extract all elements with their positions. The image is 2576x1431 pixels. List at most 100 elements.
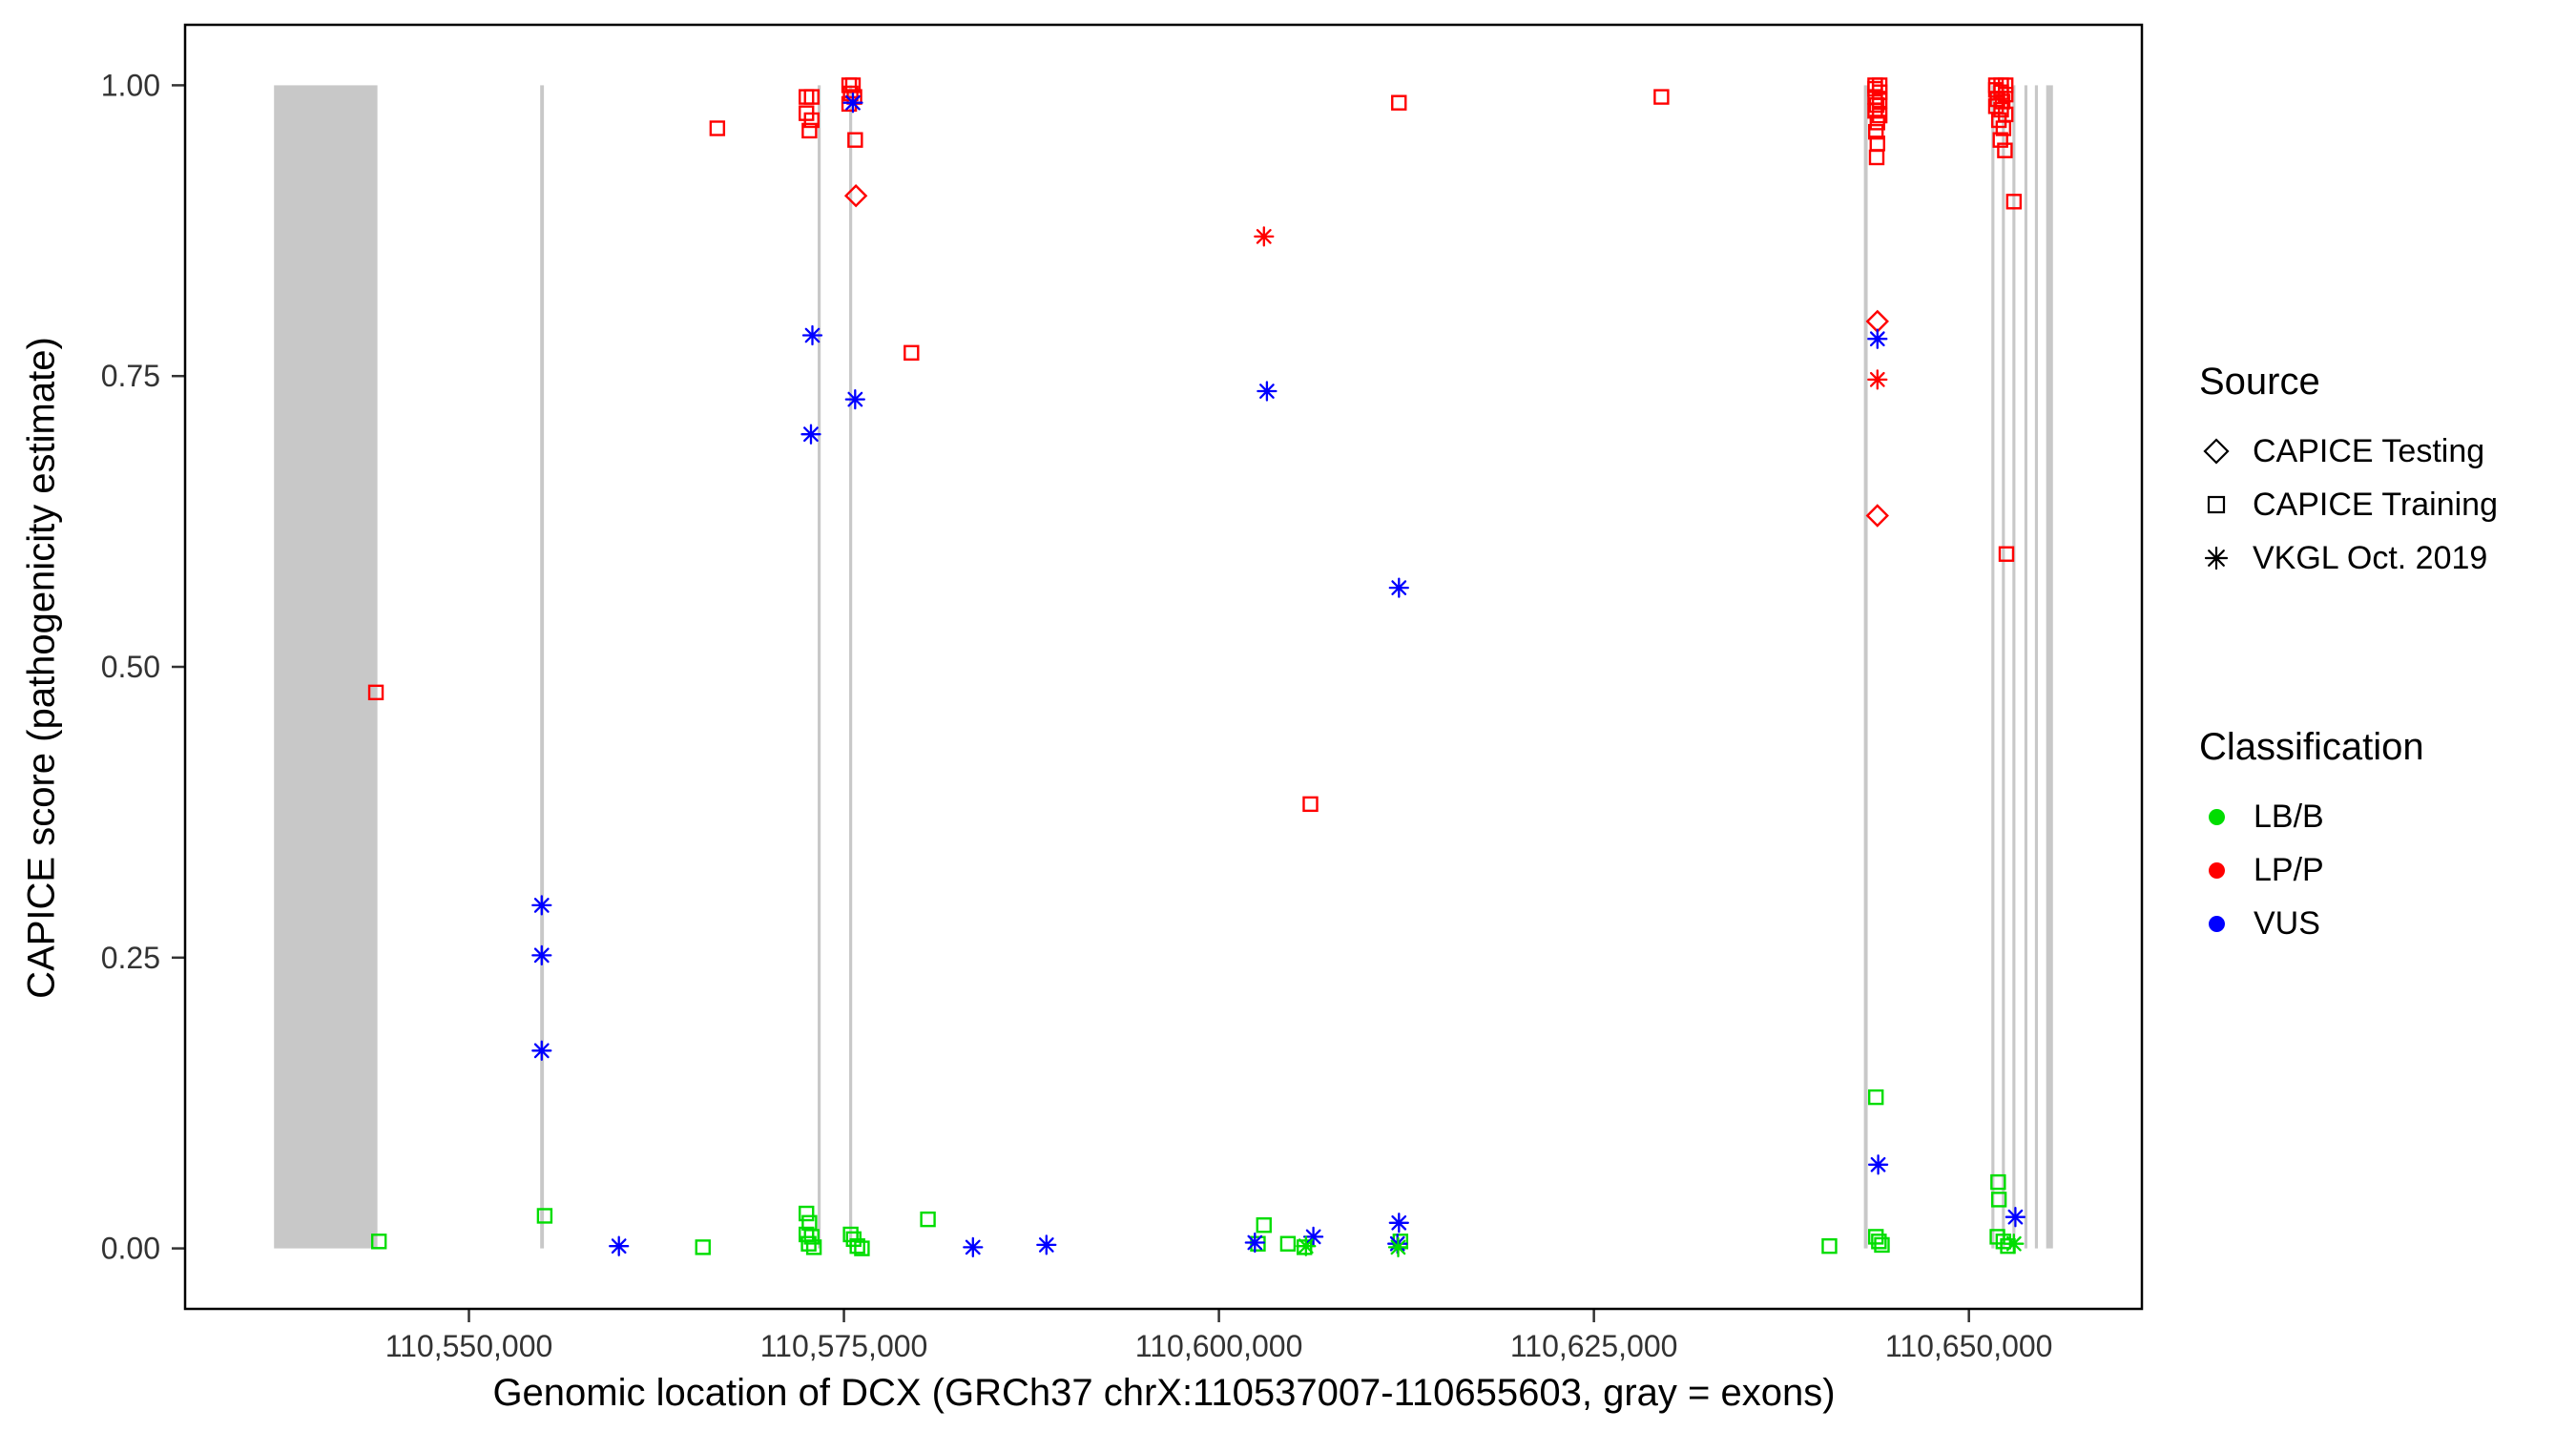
point-asterisk xyxy=(1867,328,1888,349)
axis-ticks: 110,550,000 110,575,000 110,600,000 110,625… xyxy=(101,68,2053,1363)
point-square xyxy=(854,1240,870,1256)
point-square xyxy=(536,1208,553,1224)
legend-item-label: VUS xyxy=(2254,904,2320,942)
point-square xyxy=(800,1235,817,1252)
point-asterisk xyxy=(1388,1213,1409,1234)
point-square xyxy=(1990,1173,2006,1191)
y-tick-label: 1.00 xyxy=(101,68,160,102)
point-asterisk xyxy=(963,1236,984,1258)
point-square xyxy=(799,1205,815,1222)
point-square xyxy=(844,77,862,93)
point-square xyxy=(1993,101,2009,118)
x-tick-label: 110,550,000 xyxy=(385,1329,553,1363)
point-square xyxy=(1992,132,2008,148)
exon-band xyxy=(274,85,378,1249)
point-square xyxy=(1256,1217,1272,1234)
point-asterisk xyxy=(1296,1235,1317,1256)
point-asterisk xyxy=(1257,381,1278,402)
exon-band xyxy=(540,85,545,1249)
point-diamond xyxy=(1865,504,1889,528)
legend-source-title: Source xyxy=(2199,361,2320,403)
point-square xyxy=(1821,1237,1838,1255)
point-square xyxy=(1653,89,1670,105)
point-square xyxy=(695,1239,711,1255)
point-asterisk xyxy=(531,1040,552,1061)
legend-item-capice-training: CAPICE Training xyxy=(2199,478,2571,531)
point-asterisk xyxy=(1254,226,1275,247)
legend-item-vkgl: VKGL Oct. 2019 xyxy=(2199,531,2571,585)
point-asterisk xyxy=(842,93,863,114)
exon-band xyxy=(818,85,821,1249)
y-tick-label: 0.00 xyxy=(101,1232,160,1266)
point-square xyxy=(1868,149,1885,166)
point-square xyxy=(1990,112,2007,129)
point-square xyxy=(1874,1236,1890,1254)
y-tick-label: 0.75 xyxy=(101,359,160,393)
point-square xyxy=(1297,1239,1313,1255)
point-square xyxy=(803,112,820,129)
point-square xyxy=(1990,1192,2007,1208)
point-square xyxy=(370,1234,387,1250)
legend-item-lbb: LB/B xyxy=(2199,790,2571,843)
point-square xyxy=(367,684,384,701)
point-asterisk xyxy=(531,944,552,966)
point-asterisk xyxy=(531,895,552,916)
point-square xyxy=(2005,194,2023,210)
point-asterisk xyxy=(1387,1236,1409,1258)
point-square xyxy=(805,1239,822,1255)
y-axis-title: CAPICE score (pathogenicity estimate) xyxy=(20,337,63,999)
point-square xyxy=(1997,142,2013,158)
point-square xyxy=(841,95,858,113)
point-diamond xyxy=(1865,309,1889,334)
x-tick-label: 110,650,000 xyxy=(1885,1329,2053,1363)
point-asterisk xyxy=(609,1235,630,1256)
legend-item-label: CAPICE Testing xyxy=(2253,432,2485,469)
diamond-icon xyxy=(2203,438,2230,465)
point-asterisk xyxy=(800,424,821,445)
point-square xyxy=(1868,123,1884,140)
point-asterisk xyxy=(1302,1226,1324,1248)
point-asterisk xyxy=(1867,369,1888,390)
point-square xyxy=(1871,1234,1887,1250)
point-square xyxy=(1868,1089,1884,1106)
point-asterisk xyxy=(801,324,823,346)
exon-band xyxy=(2034,85,2039,1249)
point-square xyxy=(1871,93,1888,109)
exon-bands xyxy=(274,85,2053,1249)
point-square xyxy=(1869,114,1885,131)
point-asterisk xyxy=(1244,1232,1265,1254)
point-square xyxy=(1995,120,2012,136)
panel-border xyxy=(183,23,2144,1311)
x-tick-label: 110,575,000 xyxy=(760,1329,928,1363)
exon-band xyxy=(1991,85,1995,1249)
y-tick-label: 0.25 xyxy=(101,941,160,975)
point-square xyxy=(799,89,815,105)
green-dot-icon xyxy=(2209,808,2225,825)
red-dot-icon xyxy=(2209,861,2225,879)
y-tick-label: 0.50 xyxy=(101,650,160,684)
legend-item-label: LP/P xyxy=(2254,851,2324,888)
point-square xyxy=(1250,1235,1266,1252)
point-square xyxy=(1302,796,1319,813)
exon-band xyxy=(1863,85,1868,1249)
exon-band xyxy=(2024,85,2027,1249)
x-tick-label: 110,600,000 xyxy=(1135,1329,1303,1363)
legend-item-capice-testing: CAPICE Testing xyxy=(2199,425,2571,478)
point-square xyxy=(1391,94,1407,111)
point-asterisk xyxy=(1867,1154,1889,1175)
point-asterisk xyxy=(1036,1234,1057,1255)
point-square xyxy=(849,1237,865,1255)
point-asterisk xyxy=(2005,1207,2026,1228)
point-square xyxy=(1998,546,2015,562)
legend-item-vus: VUS xyxy=(2199,897,2571,950)
point-square xyxy=(801,122,818,139)
point-square xyxy=(1279,1235,1297,1252)
point-square xyxy=(1867,103,1883,119)
x-axis-title: Genomic location of DCX (GRCh37 chrX:110… xyxy=(492,1372,1836,1414)
point-square xyxy=(847,132,863,148)
x-tick-label: 110,625,000 xyxy=(1510,1329,1678,1363)
square-icon xyxy=(2207,495,2226,514)
point-square xyxy=(709,120,726,136)
